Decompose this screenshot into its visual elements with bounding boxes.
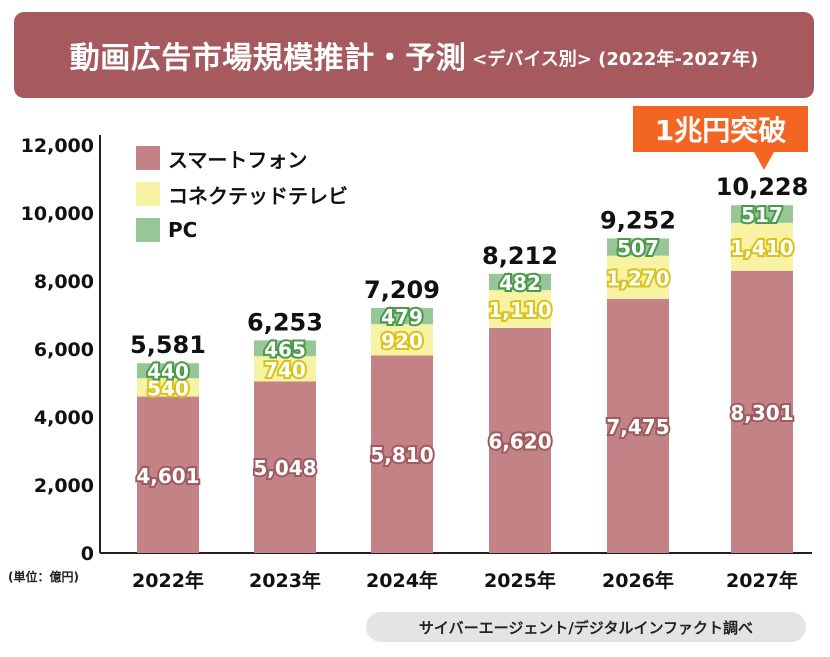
bar-segment-smartphone: [137, 396, 199, 553]
data-label: 5,048: [253, 456, 316, 480]
x-tick-label: 2022年: [132, 569, 204, 592]
bar-segment-smartphone: [731, 270, 793, 553]
data-label: 7,475: [606, 415, 669, 439]
data-label: 517: [741, 203, 783, 227]
bar-segment-pc: [254, 340, 316, 357]
legend-swatch-ctv: [136, 182, 160, 206]
data-label: 5,810: [370, 443, 433, 467]
bar-segment-pc: [137, 363, 199, 379]
bar-segment-pc: [731, 205, 793, 223]
bar-segment-ctv: [254, 356, 316, 382]
data-label: 740: [264, 358, 306, 382]
title-banner: 動画広告市場規模推計・予測 <デバイス別> (2022年-2027年): [14, 12, 814, 98]
bar-segment-ctv: [371, 324, 433, 356]
y-tick-label: 8,000: [34, 271, 94, 293]
y-tick-label: 4,000: [34, 407, 94, 429]
total-label: 6,253: [247, 308, 323, 336]
total-label: 9,252: [600, 206, 676, 234]
bar-segment-smartphone: [607, 298, 669, 553]
x-tick-label: 2025年: [484, 569, 556, 592]
chart-subtitle: <デバイス別> (2022年-2027年): [472, 49, 759, 70]
data-label: 8,301: [730, 401, 793, 425]
bar-segment-ctv: [607, 255, 669, 299]
data-label: 1,270: [606, 266, 669, 290]
y-tick-label: 2,000: [34, 475, 94, 497]
data-label: 4,601: [136, 464, 199, 488]
legend-swatch-smartphone: [136, 146, 160, 170]
bar-segment-pc: [607, 238, 669, 256]
data-label: 540: [147, 376, 189, 400]
total-label: 7,209: [364, 276, 440, 304]
data-label: 482: [499, 271, 541, 295]
bar-segment-ctv: [137, 378, 199, 397]
bar-segment-ctv: [731, 222, 793, 271]
source-note: サイバーエージェント/デジタルインファクト調べ: [366, 612, 806, 642]
total-label: 8,212: [482, 242, 558, 270]
bar-segment-ctv: [489, 290, 551, 328]
data-label: 920: [381, 329, 423, 353]
bar-segment-pc: [489, 273, 551, 291]
y-tick-label: 10,000: [21, 203, 94, 225]
bar-segment-smartphone: [489, 327, 551, 553]
legend: スマートフォン コネクテッドテレビ PC: [136, 140, 348, 248]
data-label: 507: [617, 236, 659, 260]
data-label: 6,620: [488, 429, 551, 453]
legend-label-pc: PC: [168, 218, 198, 242]
callout-pointer: [754, 152, 774, 170]
legend-label-ctv: コネクテッドテレビ: [168, 183, 348, 208]
x-tick-label: 2024年: [366, 569, 438, 592]
legend-item-ctv: コネクテッドテレビ: [136, 176, 348, 212]
data-label: 465: [264, 337, 306, 361]
bar-segment-smartphone: [254, 381, 316, 553]
y-tick-label: 6,000: [34, 339, 94, 361]
bar-segment-pc: [371, 307, 433, 325]
unit-label: (単位：億円): [8, 570, 79, 584]
total-label: 10,228: [716, 173, 809, 201]
data-label: 1,110: [488, 298, 551, 322]
legend-label-smartphone: スマートフォン: [168, 147, 308, 172]
y-tick-label: 12,000: [21, 135, 94, 157]
total-label: 5,581: [130, 331, 206, 359]
y-tick-label: 0: [81, 543, 94, 565]
data-label: 440: [147, 360, 189, 384]
x-tick-label: 2027年: [726, 569, 798, 592]
bar-segment-smartphone: [371, 355, 433, 553]
legend-swatch-pc: [136, 218, 160, 242]
legend-item-smartphone: スマートフォン: [136, 140, 348, 176]
x-tick-label: 2023年: [249, 569, 321, 592]
callout-badge: 1兆円突破: [633, 106, 808, 152]
chart-title: 動画広告市場規模推計・予測: [69, 41, 467, 76]
legend-item-pc: PC: [136, 212, 348, 248]
data-label: 479: [381, 305, 423, 329]
data-label: 1,410: [730, 236, 793, 260]
x-tick-label: 2026年: [602, 569, 674, 592]
